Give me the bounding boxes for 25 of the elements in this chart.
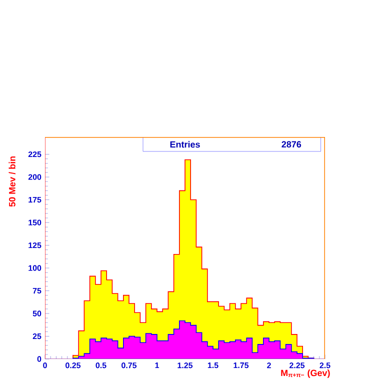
y-tick-label: 125 <box>28 242 42 248</box>
x-tick-label: 1.25 <box>178 362 193 368</box>
x-tick-label: 1 <box>155 362 159 368</box>
annotation: 2876 <box>282 141 302 148</box>
y-axis-title: 50 Mev / bin <box>8 156 16 207</box>
y-tick-label: 50 <box>32 310 42 316</box>
y-tick-label: 100 <box>28 265 42 271</box>
y-tick-label: 25 <box>32 333 42 340</box>
y-tick-label: 200 <box>28 174 42 180</box>
y-tick-label: 0 <box>37 356 42 362</box>
x-tick-label: 1.75 <box>234 362 249 368</box>
x-tick-label: 2.5 <box>320 362 330 368</box>
annotation: Entries <box>170 141 200 148</box>
x-axis-title: M$_{π+π−}$ (Gev) <box>281 370 330 378</box>
x-tick-label: 1.5 <box>208 362 218 368</box>
x-tick-label: 0.75 <box>122 362 137 368</box>
x-tick-label: 0 <box>43 362 47 368</box>
y-tick-label: 75 <box>32 288 42 294</box>
y-tick-label: 175 <box>28 196 42 203</box>
x-tick-label: 2 <box>267 362 271 368</box>
x-tick-label: 0.25 <box>66 362 81 368</box>
x-tick-label: 0.5 <box>96 362 106 368</box>
x-tick-label: 2.25 <box>290 362 305 368</box>
y-tick-label: 150 <box>28 220 42 226</box>
y-tick-label: 225 <box>28 151 42 158</box>
